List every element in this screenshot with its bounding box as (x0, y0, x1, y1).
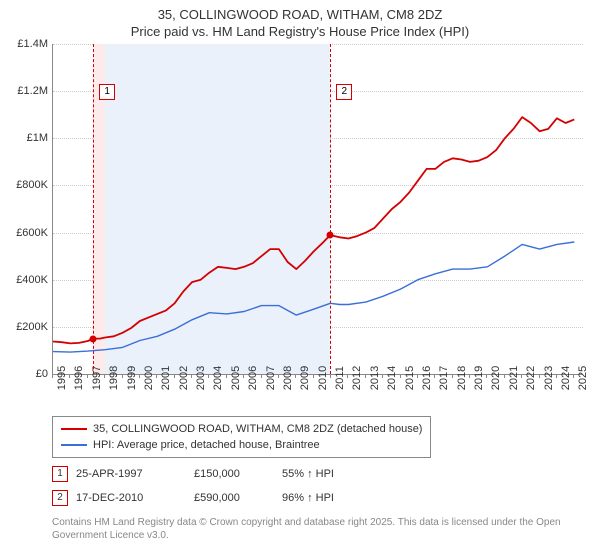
x-tick-label: 2024 (560, 366, 572, 390)
event-marker-2: 2 (52, 490, 68, 506)
x-tick-label: 2017 (438, 366, 450, 390)
title-address: 35, COLLINGWOOD ROAD, WITHAM, CM8 2DZ (0, 6, 600, 23)
event-marker-box: 1 (99, 84, 115, 100)
event-marker-1: 1 (52, 466, 68, 482)
x-tick-label: 2021 (508, 366, 520, 390)
y-tick-label: £1.2M (0, 85, 48, 97)
x-tick-label: 2019 (473, 366, 485, 390)
x-tick-label: 2002 (178, 366, 190, 390)
attribution: Contains HM Land Registry data © Crown c… (52, 516, 582, 542)
y-tick-label: £0 (0, 368, 48, 380)
event-pct-2: 96% ↑ HPI (282, 492, 392, 504)
title-subtitle: Price paid vs. HM Land Registry's House … (0, 23, 600, 40)
x-tick-label: 2010 (317, 366, 329, 390)
x-tick-label: 2009 (299, 366, 311, 390)
event-marker-box: 2 (336, 84, 352, 100)
legend-label-0: 35, COLLINGWOOD ROAD, WITHAM, CM8 2DZ (d… (93, 421, 422, 437)
x-tick-label: 2004 (212, 366, 224, 390)
y-tick-label: £600K (0, 227, 48, 239)
y-tick-label: £800K (0, 179, 48, 191)
x-tick-label: 2023 (543, 366, 555, 390)
x-tick-label: 2008 (282, 366, 294, 390)
y-tick-label: £1M (0, 132, 48, 144)
x-tick-label: 2011 (334, 366, 346, 390)
x-tick-label: 2003 (195, 366, 207, 390)
event-dot (90, 335, 97, 342)
legend-line-series-1 (61, 444, 87, 446)
x-tick-label: 2020 (490, 366, 502, 390)
events-table: 1 25-APR-1997 £150,000 55% ↑ HPI 2 17-DE… (52, 462, 392, 510)
x-tick-label: 1995 (56, 366, 68, 390)
event-dot (327, 231, 334, 238)
y-tick-label: £1.4M (0, 38, 48, 50)
x-tick-label: 2013 (369, 366, 381, 390)
event-price-1: £150,000 (194, 468, 274, 480)
x-tick-label: 1996 (73, 366, 85, 390)
x-tick-label: 2015 (404, 366, 416, 390)
x-tick-label: 2001 (160, 366, 172, 390)
x-tick-label: 2025 (577, 366, 589, 390)
y-tick-label: £200K (0, 321, 48, 333)
x-tick-label: 1999 (126, 366, 138, 390)
event-price-2: £590,000 (194, 492, 274, 504)
x-tick-label: 1998 (108, 366, 120, 390)
x-tick-label: 2016 (421, 366, 433, 390)
plot-area: 12 (52, 44, 583, 375)
x-tick-label: 2022 (525, 366, 537, 390)
x-tick-label: 2014 (386, 366, 398, 390)
x-tick-label: 2012 (351, 366, 363, 390)
event-date-2: 17-DEC-2010 (76, 492, 186, 504)
event-date-1: 25-APR-1997 (76, 468, 186, 480)
legend: 35, COLLINGWOOD ROAD, WITHAM, CM8 2DZ (d… (52, 416, 431, 458)
x-tick-label: 2007 (265, 366, 277, 390)
x-tick-label: 2000 (143, 366, 155, 390)
legend-label-1: HPI: Average price, detached house, Brai… (93, 437, 320, 453)
legend-line-series-0 (61, 428, 87, 430)
x-tick-label: 2018 (456, 366, 468, 390)
x-tick-label: 2006 (247, 366, 259, 390)
y-tick-label: £400K (0, 274, 48, 286)
x-tick-label: 1997 (91, 366, 103, 390)
event-pct-1: 55% ↑ HPI (282, 468, 392, 480)
x-tick-label: 2005 (230, 366, 242, 390)
